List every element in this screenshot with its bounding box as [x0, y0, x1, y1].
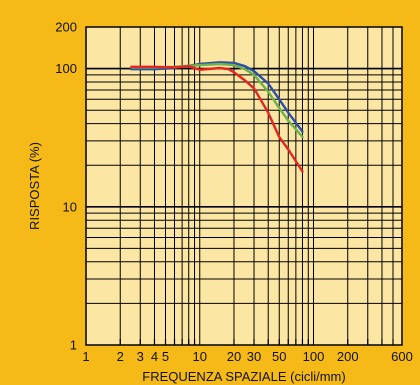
x-tick-label: 5: [162, 349, 169, 364]
y-tick-labels: 1 10 100 200: [55, 20, 77, 353]
y-tick-label: 100: [55, 61, 77, 76]
x-tick-label: 3: [137, 349, 144, 364]
x-tick-label: 50: [272, 349, 286, 364]
y-axis-title: RISPOSTA (%): [27, 142, 42, 230]
x-tick-label: 20: [227, 349, 241, 364]
y-tick-label: 200: [55, 20, 77, 35]
x-tick-label: 4: [151, 349, 158, 364]
x-tick-label: 100: [303, 349, 325, 364]
x-tick-label: 10: [193, 349, 207, 364]
series-line-3: [130, 64, 304, 173]
plot-frame: [85, 26, 403, 346]
series-lines: [130, 61, 304, 173]
x-tick-label: 30: [247, 349, 261, 364]
grid-lines: [86, 27, 402, 345]
x-tick-label: 2: [117, 349, 124, 364]
y-tick-label: 1: [70, 338, 77, 353]
y-tick-label: 10: [63, 199, 77, 214]
x-tick-label: 200: [337, 349, 359, 364]
x-tick-labels: 1 2 3 4 5 10 20 30 50 100 200 600: [82, 349, 412, 364]
x-tick-label: 600: [391, 349, 413, 364]
x-axis-title: FREQUENZA SPAZIALE (cicli/mm): [142, 369, 345, 384]
x-tick-label: 1: [82, 349, 89, 364]
